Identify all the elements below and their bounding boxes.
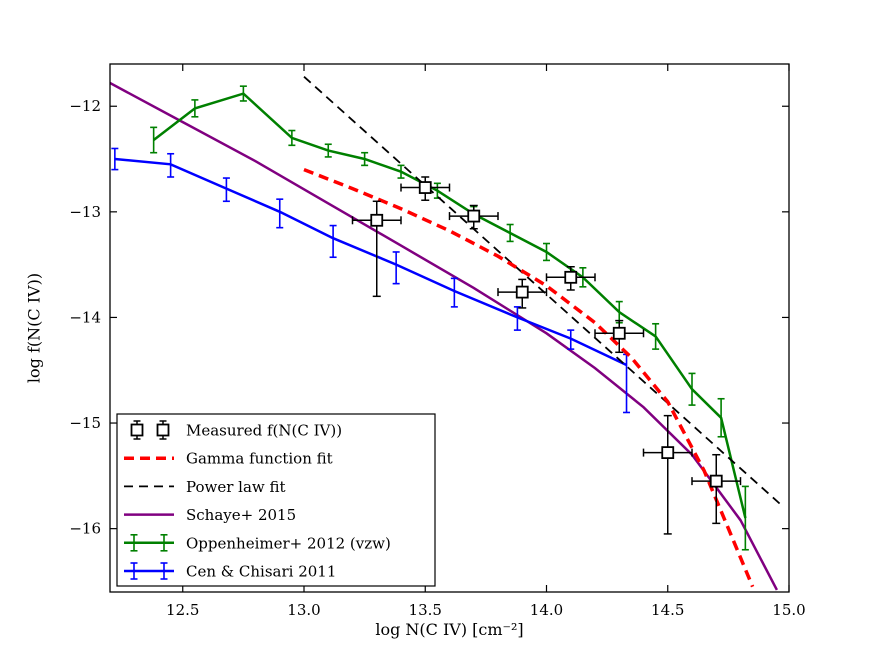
series-power-law-fit xyxy=(303,76,783,507)
y-tick-label: −16 xyxy=(69,520,101,538)
y-tick-label: −13 xyxy=(69,203,101,221)
series-line-power-law-fit xyxy=(303,76,783,507)
legend-box xyxy=(116,413,436,587)
measured-point xyxy=(467,209,481,223)
legend-entry-cen-chisari-2011 xyxy=(124,562,174,580)
y-tick-label: −14 xyxy=(69,308,101,326)
x-tick-label: 15.0 xyxy=(772,601,805,619)
legend-square-marker xyxy=(130,423,144,437)
legend-square-marker xyxy=(156,423,170,437)
x-tick-label: 13.0 xyxy=(287,601,320,619)
measured-point xyxy=(564,270,578,284)
y-tick-label: −12 xyxy=(69,97,101,115)
x-tick-label: 13.5 xyxy=(409,601,442,619)
measured-point xyxy=(661,446,675,460)
x-axis-label: log N(C IV) [cm⁻²] xyxy=(375,620,524,639)
x-tick-label: 14.5 xyxy=(651,601,684,619)
legend-label: Schaye+ 2015 xyxy=(186,506,296,524)
y-tick-label: −15 xyxy=(69,414,101,432)
legend-entry-measured-f-n-c-iv xyxy=(130,420,170,440)
legend-label: Cen & Chisari 2011 xyxy=(186,563,336,581)
measured-point xyxy=(612,326,626,340)
legend-label: Oppenheimer+ 2012 (vzw) xyxy=(186,534,391,552)
y-axis-label: log f(N(C IV)) xyxy=(24,272,44,384)
series-line-cen-chisari-2011 xyxy=(114,157,628,367)
measured-point xyxy=(515,285,529,299)
axes-ticks xyxy=(110,64,790,592)
measured-point xyxy=(418,181,432,194)
measured-point xyxy=(370,213,384,227)
measured-point xyxy=(709,474,723,488)
series-measured-f-n-c-iv xyxy=(351,176,742,535)
plot-frame xyxy=(109,63,790,593)
legend-entry-oppenheimer-2012-vzw xyxy=(124,533,174,552)
x-tick-label: 12.5 xyxy=(166,601,199,619)
legend-label: Power law fit xyxy=(186,478,286,496)
series-line-schaye-2015 xyxy=(110,81,779,591)
x-tick-label: 14.0 xyxy=(530,601,563,619)
series-schaye-2015 xyxy=(110,81,779,591)
legend-label: Measured f(N(C IV)) xyxy=(186,422,342,440)
legend-label: Gamma function fit xyxy=(186,450,333,468)
series-cen-chisari-2011 xyxy=(111,147,631,414)
plot-series-area xyxy=(110,76,783,591)
